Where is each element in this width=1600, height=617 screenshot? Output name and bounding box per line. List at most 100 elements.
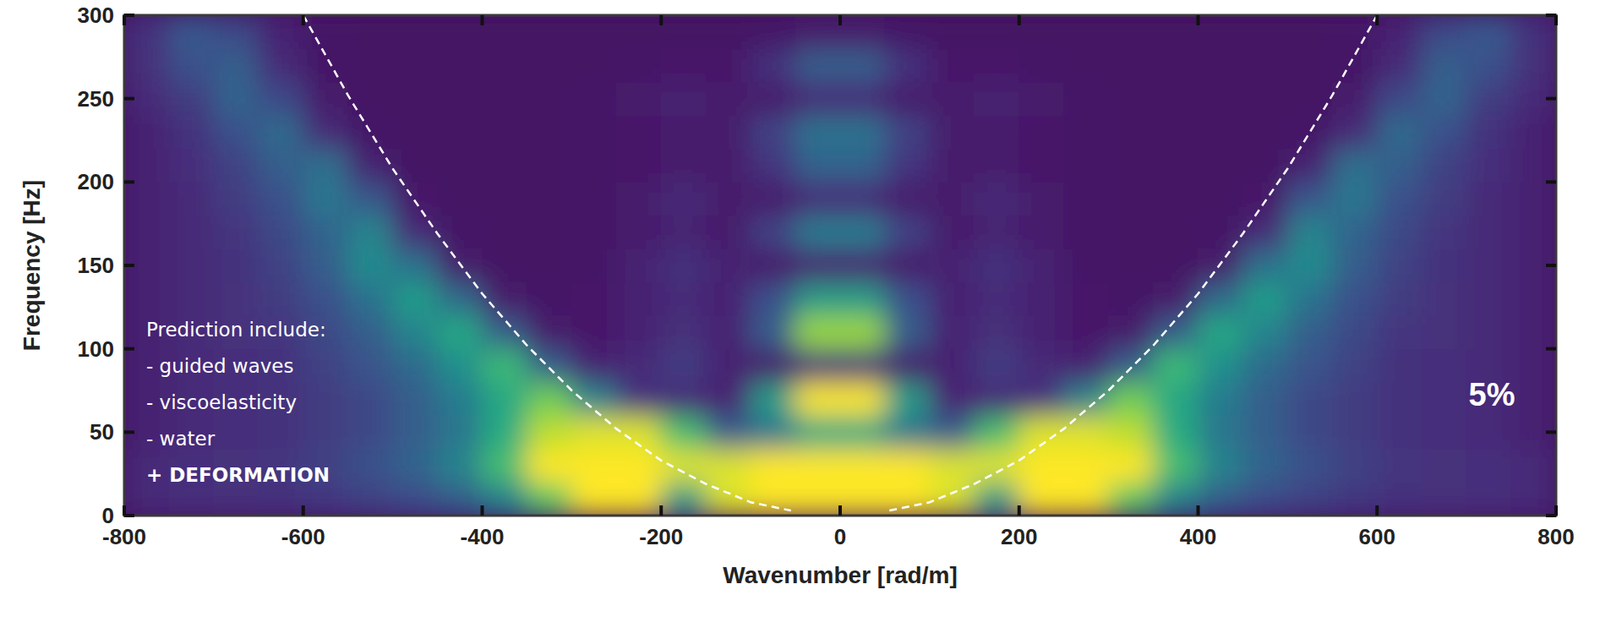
heat-cell (840, 147, 886, 182)
heat-cell (1376, 248, 1423, 283)
heat-cell (436, 48, 483, 82)
y-tick (1545, 347, 1557, 351)
heat-cell (347, 181, 394, 216)
heat-cell (795, 114, 841, 149)
heat-cell (571, 81, 618, 115)
heat-cell (795, 81, 841, 115)
panel-label: 5% (1468, 376, 1516, 413)
heat-cell (526, 281, 573, 316)
heat-cell (928, 114, 975, 149)
heat-cell (168, 481, 214, 516)
heat-cell (526, 81, 573, 115)
heat-cell (1511, 281, 1557, 316)
heat-cell (1466, 48, 1513, 82)
heat-cell (660, 147, 707, 182)
heat-cell (571, 114, 618, 149)
heat-cell (1242, 181, 1289, 216)
heat-cell (1287, 81, 1333, 115)
heat-cell (1197, 81, 1244, 115)
heat-cell (571, 382, 618, 416)
heat-cell (1242, 248, 1289, 283)
heat-cell (1018, 382, 1065, 416)
heat-cell (928, 348, 975, 383)
x-tick (1017, 505, 1022, 516)
heat-cell (1063, 81, 1109, 115)
heat-cell (795, 315, 841, 350)
x-tick-label: 400 (1179, 524, 1217, 550)
x-tick (838, 15, 842, 26)
heat-cell (840, 281, 886, 316)
heat-cell (212, 281, 259, 316)
heat-cell (705, 147, 752, 182)
heat-cell (1376, 181, 1423, 216)
heat-cell (840, 448, 886, 483)
heat-cell (1466, 181, 1513, 216)
heat-cell (392, 315, 438, 350)
heat-cell (1287, 181, 1333, 216)
heat-cell (1108, 214, 1154, 249)
x-tick (1196, 505, 1201, 516)
heat-cell (1152, 181, 1199, 216)
heat-cell (212, 214, 259, 249)
annotation: - guided waves (146, 354, 295, 377)
heat-cell (750, 181, 797, 216)
heat-cell (168, 81, 214, 115)
heat-cell (1197, 315, 1244, 350)
heat-cell (347, 281, 394, 316)
heat-cell (1332, 81, 1378, 115)
heat-cell (257, 481, 304, 516)
heat-cell (168, 48, 214, 82)
heat-cell (1511, 81, 1557, 115)
y-tick (1545, 263, 1557, 268)
heat-cell (1332, 448, 1378, 483)
heat-cell (1511, 448, 1557, 483)
heat-cell (1287, 147, 1333, 182)
heat-cell (750, 114, 797, 149)
x-tick (659, 15, 663, 26)
heat-cell (1197, 448, 1244, 483)
heat-cell (526, 114, 573, 149)
heat-cell (1421, 315, 1468, 350)
heat-cell (392, 448, 438, 483)
y-tick-label: 100 (77, 336, 115, 362)
heat-cell (795, 214, 841, 249)
heatmap (124, 15, 1557, 516)
heat-cell (1063, 481, 1109, 516)
heat-cell (973, 81, 1020, 115)
heat-cell (1421, 415, 1468, 449)
heat-cell (347, 48, 394, 82)
heat-cell (526, 181, 573, 216)
heat-cell (1152, 448, 1199, 483)
heat-cell (1421, 348, 1468, 383)
y-axis-title: Frequency [Hz] (18, 180, 45, 351)
heat-cell (392, 481, 438, 516)
y-tick (124, 97, 135, 101)
heat-cell (1466, 315, 1513, 350)
heat-cell (1063, 15, 1109, 50)
heat-cell (884, 214, 930, 249)
heat-cell (1152, 248, 1199, 283)
heat-cell (1018, 147, 1065, 182)
y-tick (124, 347, 135, 351)
heat-cell (705, 15, 752, 50)
x-tick (1375, 15, 1379, 26)
heat-cell (392, 114, 438, 149)
heat-cell (1466, 214, 1513, 249)
heat-cell (302, 281, 349, 316)
heat-cell (347, 15, 394, 50)
heat-cell (1152, 114, 1199, 149)
heat-cell (705, 214, 752, 249)
heat-cell (168, 281, 214, 316)
heat-cell (1197, 348, 1244, 383)
heat-cell (928, 315, 975, 350)
heat-cell (347, 315, 394, 350)
heat-cell (168, 181, 214, 216)
heat-cell (660, 248, 707, 283)
heat-cell (660, 181, 707, 216)
heat-cell (795, 415, 841, 449)
x-tick (1375, 505, 1379, 516)
heat-cell (795, 448, 841, 483)
heat-cell (1287, 415, 1333, 449)
heat-cell (347, 481, 394, 516)
heat-cell (1466, 114, 1513, 149)
